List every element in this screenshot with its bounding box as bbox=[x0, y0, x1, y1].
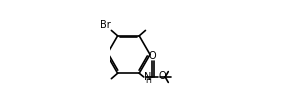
Text: N: N bbox=[144, 72, 152, 82]
Text: O: O bbox=[148, 51, 156, 61]
Text: Br: Br bbox=[100, 20, 111, 30]
Text: H: H bbox=[145, 76, 151, 85]
Text: O: O bbox=[158, 71, 166, 81]
